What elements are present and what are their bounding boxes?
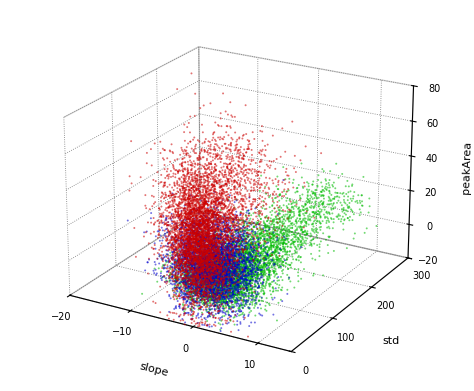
X-axis label: slope: slope xyxy=(139,361,170,378)
Y-axis label: std: std xyxy=(382,336,399,346)
